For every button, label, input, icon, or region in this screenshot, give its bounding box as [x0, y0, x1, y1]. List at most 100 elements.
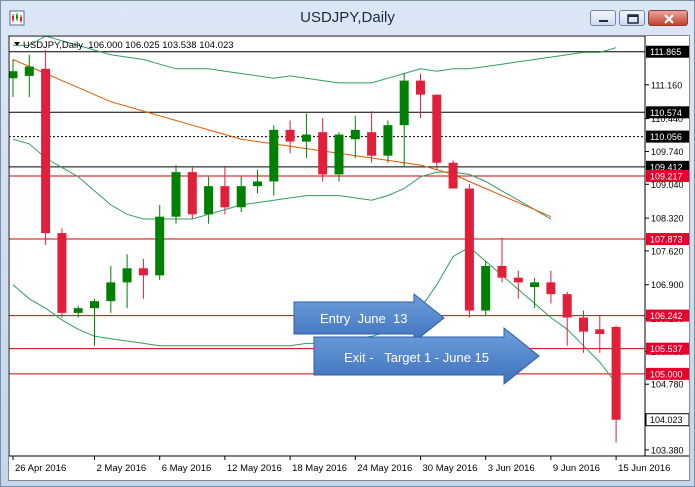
close-button[interactable]: [648, 10, 688, 26]
candle[interactable]: [236, 176, 246, 212]
candle[interactable]: [269, 125, 279, 196]
x-tick-label: 18 May 2016: [292, 463, 347, 474]
x-tick-label: 6 May 2016: [162, 463, 212, 474]
level-tag-106.242: [646, 309, 689, 322]
candle-body: [106, 282, 116, 302]
x-tick-label: 26 Apr 2016: [15, 463, 66, 474]
minimize-button[interactable]: [590, 10, 616, 26]
bollinger-upper-line: [13, 35, 617, 84]
x-tick-label: 30 May 2016: [423, 463, 478, 474]
candle[interactable]: [106, 265, 116, 313]
candle[interactable]: [220, 167, 230, 215]
triangle-down-icon[interactable]: [14, 42, 20, 46]
level-tag-109.217: [646, 169, 689, 182]
chart-info-header: USDJPY,Daily 106.000 106.025 103.538 104…: [14, 40, 234, 51]
candle[interactable]: [318, 118, 328, 182]
candle[interactable]: [90, 298, 99, 346]
candle[interactable]: [611, 325, 621, 443]
level-tag-label: 110.056: [650, 132, 682, 142]
candle[interactable]: [122, 254, 132, 309]
y-tick-label: 110.440: [651, 114, 683, 124]
candle[interactable]: [562, 291, 572, 346]
candle[interactable]: [481, 261, 491, 316]
y-tick-label: 109.040: [651, 180, 684, 190]
candle-body: [90, 301, 99, 309]
candle[interactable]: [350, 115, 360, 159]
candle[interactable]: [432, 94, 442, 170]
level-tag-109.412: [646, 160, 689, 173]
level-tag-label: 105.000: [650, 369, 683, 379]
exit-arrow: [313, 326, 540, 386]
candle[interactable]: [204, 176, 214, 224]
candle[interactable]: [57, 228, 67, 318]
candle[interactable]: [73, 305, 83, 318]
candle[interactable]: [41, 50, 51, 245]
candle-body: [41, 68, 51, 234]
x-tick-label: 2 May 2016: [97, 463, 147, 474]
candle-body: [611, 326, 621, 420]
x-tick-label: 9 Jun 2016: [553, 463, 600, 474]
y-tick-label: 104.780: [651, 380, 684, 390]
level-tag-105.000: [646, 367, 689, 380]
candle[interactable]: [334, 132, 344, 182]
candle[interactable]: [155, 204, 165, 281]
candle[interactable]: [546, 270, 556, 304]
candle-body: [464, 188, 474, 311]
candle-body: [530, 282, 540, 288]
candle[interactable]: [513, 270, 523, 299]
candle[interactable]: [530, 277, 540, 309]
candle[interactable]: [595, 315, 605, 353]
maximize-icon: [627, 14, 639, 24]
chart-area[interactable]: Entry June 13 Exit - Target 1 - June 15 …: [8, 35, 690, 481]
candle-body: [122, 268, 132, 283]
level-tag-label: 105.537: [650, 344, 683, 354]
level-tag-label: 106.242: [650, 311, 683, 321]
entry-arrow: [293, 292, 445, 344]
level-tag-110.574: [646, 106, 689, 119]
window-title: USDJPY,Daily: [300, 9, 395, 26]
candle-body: [73, 308, 83, 313]
candle[interactable]: [464, 183, 474, 318]
candle[interactable]: [187, 167, 197, 220]
maximize-button[interactable]: [619, 10, 645, 26]
level-tag-107.873: [646, 233, 689, 246]
candle-body: [546, 282, 556, 295]
candle-body: [204, 186, 214, 215]
candle[interactable]: [367, 111, 377, 163]
candle[interactable]: [399, 73, 409, 168]
candle[interactable]: [416, 73, 425, 119]
candle[interactable]: [24, 54, 34, 98]
candle[interactable]: [383, 120, 393, 163]
candle[interactable]: [8, 59, 18, 98]
candle-body: [416, 80, 425, 95]
candle-body: [171, 172, 181, 217]
candle[interactable]: [285, 120, 295, 154]
candle[interactable]: [253, 169, 262, 194]
candlestick-chart[interactable]: Entry June 13 Exit - Target 1 - June 15 …: [8, 35, 690, 480]
candle-body: [301, 134, 311, 142]
chart-app-icon: [9, 10, 25, 26]
x-tick-label: 15 Jun 2016: [618, 463, 670, 474]
candle-body: [155, 216, 165, 276]
candle[interactable]: [138, 258, 148, 299]
candle[interactable]: [301, 113, 311, 159]
candle-body: [220, 186, 230, 208]
level-tag-105.537: [646, 342, 689, 355]
x-tick-label: 12 May 2016: [227, 463, 282, 474]
exit-annotation-label: Exit - Target 1 - June 15: [344, 350, 489, 365]
candle[interactable]: [579, 310, 588, 353]
bollinger-middle-line: [12, 138, 552, 220]
y-tick-label: 103.380: [651, 445, 684, 455]
candle[interactable]: [497, 237, 507, 283]
entry-annotation-label: Entry June 13: [320, 311, 407, 326]
title-bar[interactable]: USDJPY,Daily: [1, 1, 694, 35]
y-tick-label: 109.740: [651, 147, 684, 157]
candle-body: [350, 129, 360, 140]
candle-body: [383, 125, 393, 156]
candle[interactable]: [448, 160, 458, 189]
y-tick-label: 106.900: [651, 280, 684, 290]
candle-body: [24, 66, 34, 76]
candle[interactable]: [171, 165, 181, 224]
x-tick-label: 24 May 2016: [357, 463, 412, 474]
y-tick-label: 107.620: [651, 246, 684, 256]
